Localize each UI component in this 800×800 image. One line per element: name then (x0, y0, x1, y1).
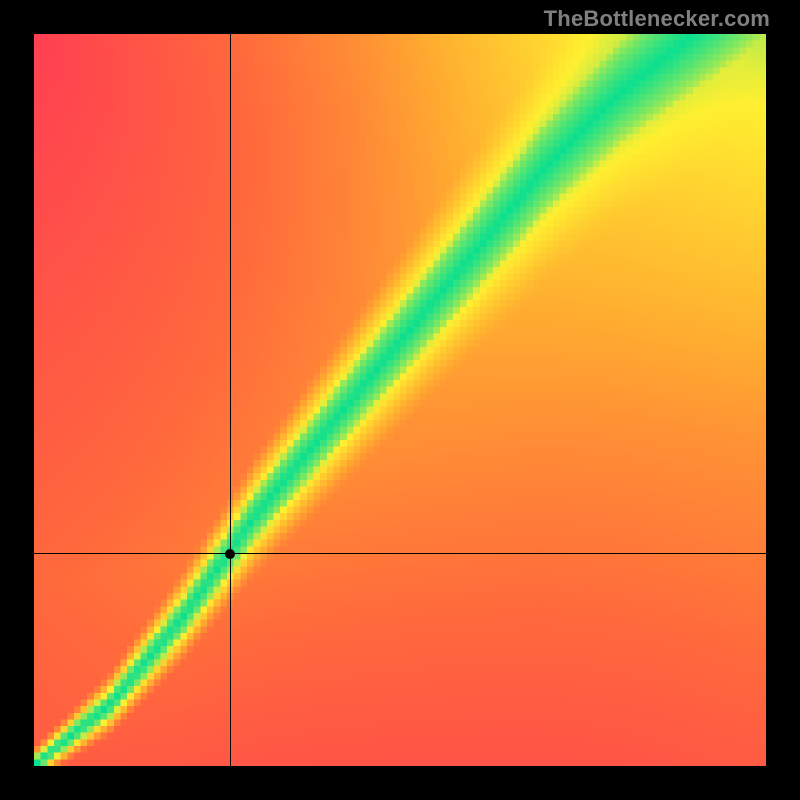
watermark-text: TheBottlenecker.com (544, 6, 770, 32)
crosshair-vertical (230, 34, 231, 766)
chart-container: TheBottlenecker.com (0, 0, 800, 800)
crosshair-marker (225, 549, 235, 559)
heatmap-canvas (34, 34, 766, 766)
crosshair-horizontal (34, 553, 766, 554)
